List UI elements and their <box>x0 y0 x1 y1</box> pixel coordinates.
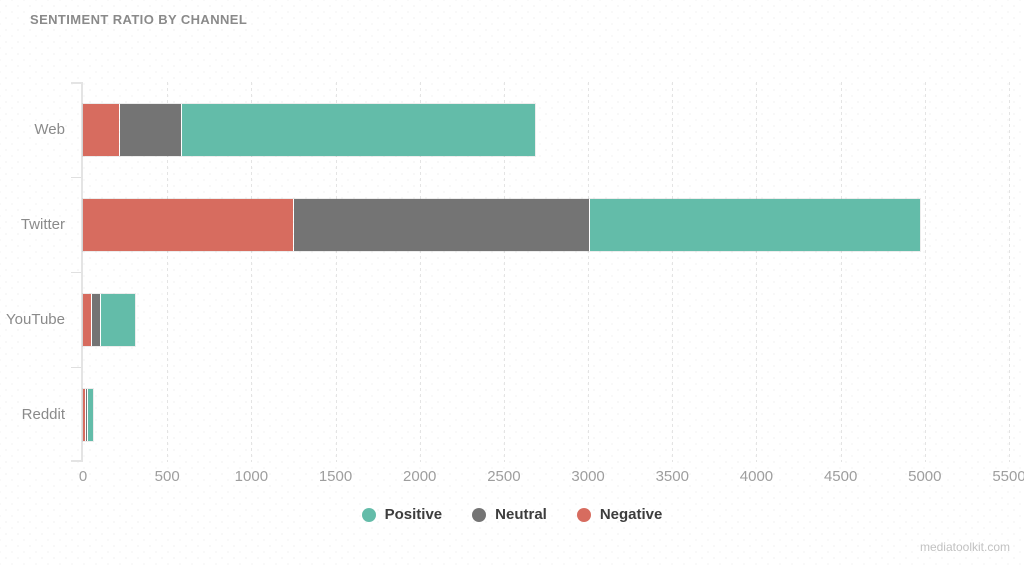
gridline <box>167 82 169 462</box>
category-boundary-tick <box>71 272 81 273</box>
bar-segment-negative[interactable] <box>83 103 120 156</box>
chart-title: SENTIMENT RATIO BY CHANNEL <box>30 12 248 27</box>
x-tick-label: 4000 <box>739 468 774 485</box>
x-tick-label: 1500 <box>318 468 353 485</box>
gridline <box>672 82 674 462</box>
gridline <box>335 82 337 462</box>
bar-segment-positive[interactable] <box>181 103 536 156</box>
positive-swatch-icon <box>361 507 376 522</box>
gridline <box>924 82 926 462</box>
watermark: mediatoolkit.com <box>919 540 1010 554</box>
legend: Positive Neutral Negative <box>0 506 1024 523</box>
y-axis-label-twitter: Twitter <box>20 215 65 233</box>
y-axis-line <box>71 82 83 462</box>
legend-item-neutral[interactable]: Neutral <box>472 506 547 523</box>
y-axis-label-web: Web <box>34 120 65 138</box>
bar-segment-positive[interactable] <box>100 293 135 346</box>
bar-row-reddit <box>83 388 93 441</box>
x-tick-label: 0 <box>78 468 88 485</box>
x-tick-label: 2500 <box>487 468 521 485</box>
bar-row-twitter <box>83 198 921 251</box>
gridline <box>588 82 590 462</box>
x-tick-label: 500 <box>154 468 180 485</box>
bar-segment-negative[interactable] <box>83 293 91 346</box>
legend-label: Positive <box>384 506 443 523</box>
neutral-swatch-icon <box>472 507 487 522</box>
gridline <box>503 82 505 462</box>
y-axis-label-reddit: Reddit <box>21 405 65 423</box>
bar-segment-positive[interactable] <box>590 198 921 251</box>
bar-segment-neutral[interactable] <box>120 103 181 156</box>
bar-segment-neutral[interactable] <box>294 198 590 251</box>
gridline <box>251 82 253 462</box>
bar-segment-positive[interactable] <box>88 388 93 441</box>
x-tick-label: 1000 <box>234 468 269 485</box>
x-tick-label: 4500 <box>823 468 858 485</box>
bar-segment-neutral[interactable] <box>91 293 100 346</box>
x-tick-label: 2000 <box>403 468 437 485</box>
bar-segment-negative[interactable] <box>83 198 294 251</box>
gridline <box>840 82 842 462</box>
x-tick-label: 3000 <box>571 468 605 485</box>
bar-segment-neutral[interactable] <box>85 388 88 441</box>
legend-item-negative[interactable]: Negative <box>576 506 663 523</box>
bar-row-web <box>83 103 536 156</box>
legend-label: Negative <box>599 506 663 523</box>
bar-row-youtube <box>83 293 135 346</box>
gridline <box>756 82 758 462</box>
gridline <box>1009 82 1010 462</box>
bar-segment-negative[interactable] <box>83 388 85 441</box>
plot-area: Web Twitter YouTube Reddit 0 500 1000 1500 2000… <box>6 82 1024 485</box>
negative-swatch-icon <box>576 507 591 522</box>
x-tick-label: 3500 <box>655 468 689 485</box>
category-boundary-tick <box>71 177 81 178</box>
gridline <box>419 82 421 462</box>
x-tick-label: 5000 <box>908 468 942 485</box>
y-axis-label-youtube: YouTube <box>6 310 65 328</box>
category-boundary-tick <box>71 367 81 368</box>
x-tick-label: 5500 <box>992 468 1024 485</box>
legend-item-positive[interactable]: Positive <box>361 506 443 523</box>
legend-label: Neutral <box>495 506 547 523</box>
